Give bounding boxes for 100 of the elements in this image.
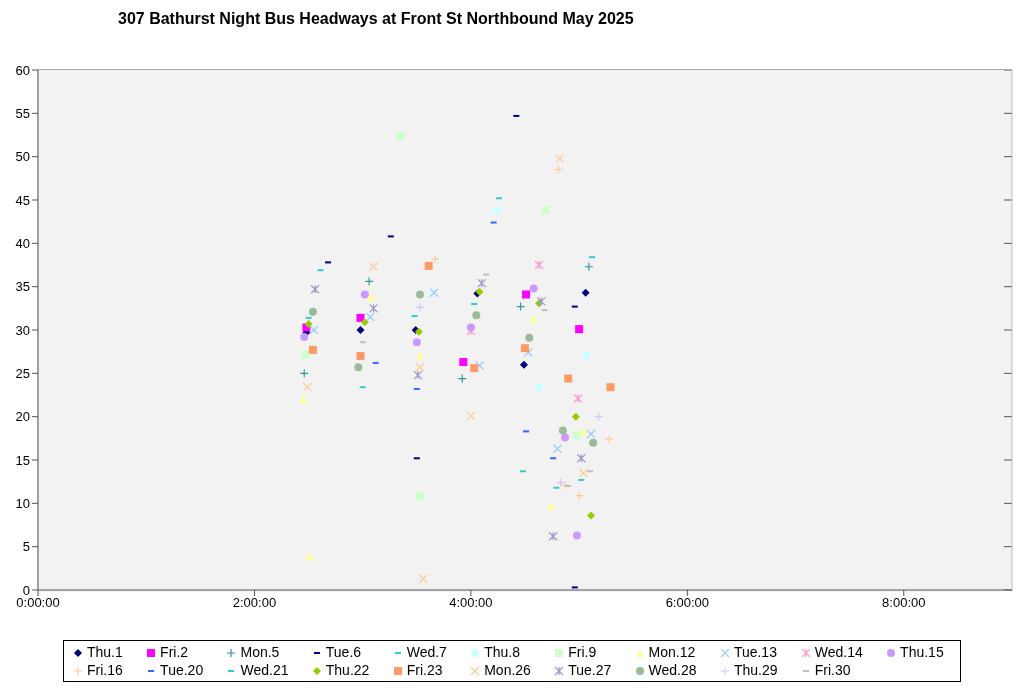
x-tick-label: 4:00:00	[449, 595, 493, 611]
point	[365, 312, 375, 322]
point	[302, 382, 313, 392]
legend-label: Wed.14	[813, 644, 864, 660]
legend-label: Fri.9	[567, 644, 598, 660]
point	[301, 350, 310, 359]
legend-label: Thu.22	[324, 662, 371, 678]
legend-label: Wed.21	[239, 662, 290, 678]
point	[586, 429, 596, 439]
point	[534, 260, 544, 270]
point	[552, 444, 563, 454]
legend-label: Thu.8	[483, 644, 521, 660]
point	[576, 453, 586, 463]
point	[573, 393, 583, 404]
point	[368, 262, 379, 272]
y-tick-label: 50	[15, 149, 30, 165]
x-tick-label: 6:00:00	[665, 595, 710, 611]
y-tick-label: 35	[15, 279, 30, 295]
legend-label: Tue.20	[159, 662, 205, 678]
y-tick-label: 55	[15, 105, 30, 121]
y-tick-label: 15	[15, 452, 30, 468]
legend-label: Tue.27	[567, 662, 613, 678]
point	[535, 383, 544, 392]
point	[472, 311, 481, 320]
point	[308, 345, 317, 354]
point	[521, 344, 529, 353]
point	[416, 492, 425, 501]
legend-label: Tue.6	[324, 644, 363, 660]
y-tick-label: 60	[15, 62, 30, 78]
point	[492, 206, 501, 215]
legend-label: Fri.30	[813, 662, 852, 678]
point	[416, 290, 425, 299]
point	[606, 383, 615, 392]
point	[474, 360, 485, 371]
point	[310, 284, 320, 294]
chart-title: 307 Bathurst Night Bus Headways at Front St Northbound May 2025	[117, 9, 635, 29]
legend-label: Mon.5	[239, 644, 281, 660]
point	[308, 307, 317, 316]
legend-label: Wed.7	[405, 644, 448, 660]
point	[589, 438, 598, 447]
y-tick-label: 30	[15, 322, 30, 338]
point	[572, 430, 581, 439]
point	[558, 426, 567, 435]
legend-label: Thu.1	[86, 644, 124, 660]
point	[477, 278, 487, 288]
legend-label: Tue.13	[732, 644, 778, 660]
point	[396, 131, 405, 140]
x-tick-label: 0:00:00	[16, 595, 60, 611]
point	[354, 363, 363, 372]
y-tick-label: 0	[22, 582, 30, 598]
y-tick-label: 5	[22, 539, 30, 555]
point	[356, 313, 365, 322]
point	[541, 206, 550, 215]
x-tick-label: 8:00:00	[882, 595, 926, 611]
point	[368, 303, 379, 313]
y-tick-label: 25	[15, 365, 30, 381]
point	[304, 319, 313, 328]
legend-label: Wed.28	[647, 662, 698, 678]
point	[578, 468, 589, 478]
y-tick-label: 20	[15, 409, 30, 425]
legend-label: Fri.23	[405, 662, 444, 678]
point	[305, 552, 314, 561]
point	[424, 261, 433, 270]
y-tick-label: 40	[15, 235, 30, 251]
legend-label: Thu.29	[732, 662, 779, 678]
point	[587, 511, 596, 520]
point	[356, 352, 365, 360]
point	[564, 374, 573, 383]
legend-label: Thu.15	[899, 644, 945, 660]
point	[416, 351, 425, 360]
point	[581, 288, 590, 297]
point	[367, 293, 376, 302]
point	[418, 574, 428, 584]
point	[529, 314, 538, 323]
point	[300, 332, 309, 341]
point	[529, 284, 538, 293]
point	[466, 411, 476, 421]
point	[584, 262, 594, 272]
point	[571, 412, 580, 421]
legend-label: Fri.16	[86, 662, 124, 678]
point	[555, 153, 565, 163]
point	[412, 338, 421, 347]
point	[582, 351, 591, 360]
point	[572, 531, 581, 540]
point	[523, 347, 533, 358]
x-tick-label: 2:00:00	[232, 595, 277, 611]
point	[356, 326, 365, 334]
point	[360, 318, 369, 327]
legend-label: Mon.12	[647, 644, 697, 660]
point	[561, 433, 570, 442]
point	[360, 290, 369, 299]
point	[522, 290, 531, 299]
point	[546, 501, 555, 510]
point	[413, 370, 423, 380]
point	[309, 325, 319, 335]
legend-label: Fri.2	[159, 644, 190, 660]
point	[519, 360, 528, 369]
point	[429, 288, 439, 298]
point	[459, 358, 468, 367]
point	[415, 302, 425, 313]
